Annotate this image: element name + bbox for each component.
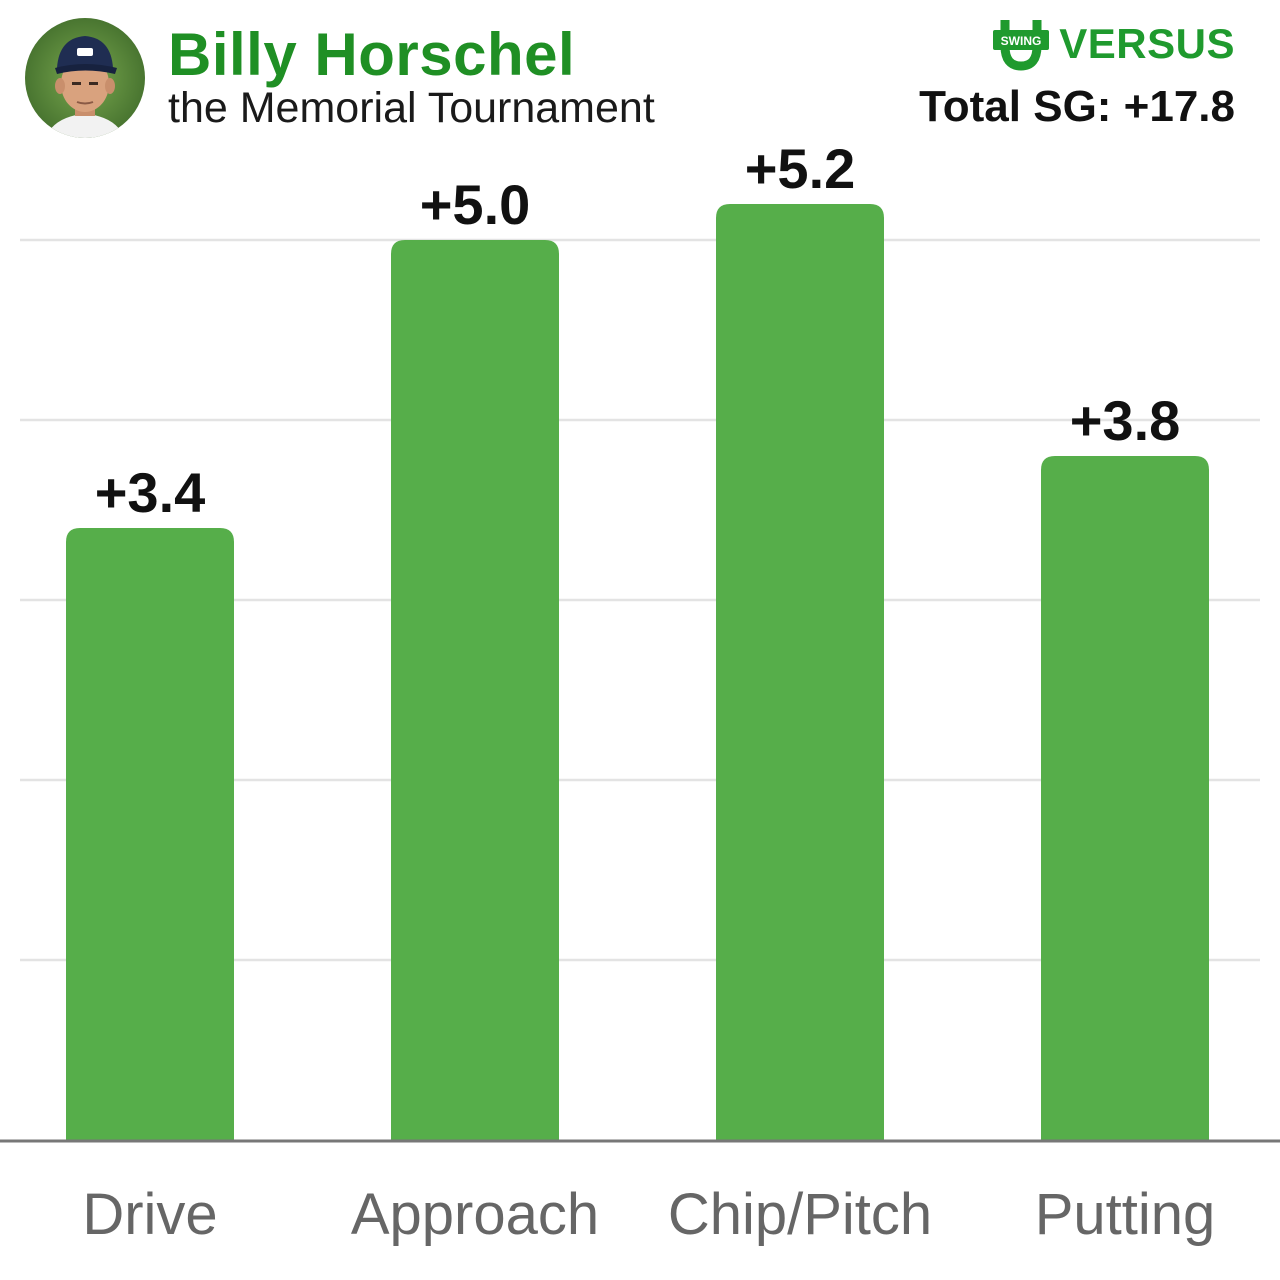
chart-header: Billy Horschel the Memorial Tournament S… bbox=[0, 0, 1280, 150]
value-label: +5.2 bbox=[745, 137, 856, 200]
category-labels: Drive Approach Chip/Pitch Putting bbox=[82, 1182, 1215, 1247]
value-label: +5.0 bbox=[420, 173, 531, 236]
player-avatar bbox=[25, 18, 145, 138]
brand-badge-text: SWING bbox=[1001, 34, 1042, 48]
brand-logo: SWING VERSUS bbox=[993, 16, 1235, 72]
bar-chip-pitch bbox=[716, 204, 884, 1140]
value-labels: +3.4 +5.0 +5.2 +3.8 bbox=[95, 137, 1181, 524]
value-label: +3.4 bbox=[95, 461, 206, 524]
bar-putting bbox=[1041, 456, 1209, 1140]
event-name: the Memorial Tournament bbox=[168, 84, 655, 132]
total-sg-label: Total SG: +17.8 bbox=[919, 82, 1235, 131]
swing-u-logo-icon: SWING bbox=[993, 20, 1050, 71]
brand-wordmark: VERSUS bbox=[1059, 20, 1235, 67]
category-label: Chip/Pitch bbox=[668, 1182, 932, 1247]
bar-drive bbox=[66, 528, 234, 1140]
category-label: Drive bbox=[82, 1182, 217, 1247]
bar-approach bbox=[391, 240, 559, 1140]
category-label: Putting bbox=[1035, 1182, 1216, 1247]
player-photo-icon bbox=[25, 18, 145, 138]
value-label: +3.8 bbox=[1070, 389, 1181, 452]
category-label: Approach bbox=[351, 1182, 599, 1247]
bars bbox=[66, 204, 1209, 1140]
player-name: Billy Horschel bbox=[168, 21, 576, 88]
